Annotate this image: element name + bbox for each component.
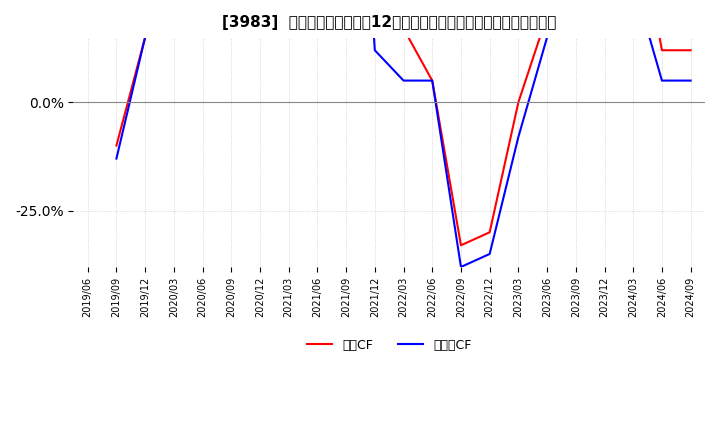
フリーCF	[514, 134, 523, 139]
営業CF	[371, 13, 379, 18]
Title: [3983]  キャッシュフローの12か月移動合計の対前年同期増減率の推移: [3983] キャッシュフローの12か月移動合計の対前年同期増減率の推移	[222, 15, 557, 30]
営業CF	[686, 48, 695, 53]
フリーCF	[371, 48, 379, 53]
フリーCF	[399, 78, 408, 83]
営業CF	[485, 230, 494, 235]
営業CF	[657, 48, 666, 53]
フリーCF	[456, 264, 465, 270]
営業CF	[428, 78, 436, 83]
Legend: 営業CF, フリーCF: 営業CF, フリーCF	[302, 334, 477, 357]
Line: フリーCF: フリーCF	[117, 0, 690, 267]
営業CF	[543, 13, 552, 18]
Line: 営業CF: 営業CF	[117, 0, 690, 245]
営業CF	[112, 143, 121, 148]
営業CF	[456, 242, 465, 248]
フリーCF	[428, 78, 436, 83]
フリーCF	[485, 251, 494, 257]
営業CF	[399, 26, 408, 31]
フリーCF	[112, 156, 121, 161]
フリーCF	[686, 78, 695, 83]
営業CF	[514, 99, 523, 105]
フリーCF	[543, 35, 552, 40]
フリーCF	[657, 78, 666, 83]
フリーCF	[141, 35, 150, 40]
営業CF	[141, 35, 150, 40]
